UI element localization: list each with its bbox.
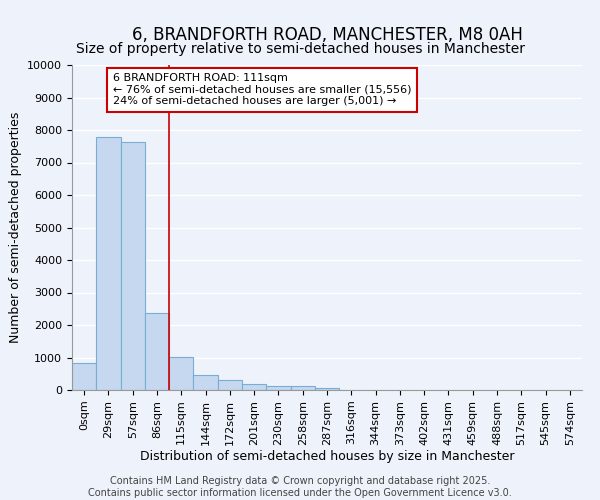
Bar [193, 375, 218, 390]
Text: Contains HM Land Registry data © Crown copyright and database right 2025.
Contai: Contains HM Land Registry data © Crown c… [88, 476, 512, 498]
Text: 6 BRANDFORTH ROAD: 111sqm
← 76% of semi-detached houses are smaller (15,556)
24%: 6 BRANDFORTH ROAD: 111sqm ← 76% of semi-… [113, 73, 412, 106]
Text: Size of property relative to semi-detached houses in Manchester: Size of property relative to semi-detach… [76, 42, 524, 56]
Title: 6, BRANDFORTH ROAD, MANCHESTER, M8 0AH: 6, BRANDFORTH ROAD, MANCHESTER, M8 0AH [131, 26, 523, 44]
Bar [121, 142, 145, 390]
Bar [169, 357, 193, 390]
Bar [242, 384, 266, 390]
Bar [315, 388, 339, 390]
Bar [96, 137, 121, 390]
Bar [72, 364, 96, 390]
Y-axis label: Number of semi-detached properties: Number of semi-detached properties [9, 112, 22, 343]
Bar [266, 386, 290, 390]
Bar [145, 312, 169, 390]
Bar [218, 380, 242, 390]
Bar [290, 386, 315, 390]
X-axis label: Distribution of semi-detached houses by size in Manchester: Distribution of semi-detached houses by … [140, 450, 514, 464]
